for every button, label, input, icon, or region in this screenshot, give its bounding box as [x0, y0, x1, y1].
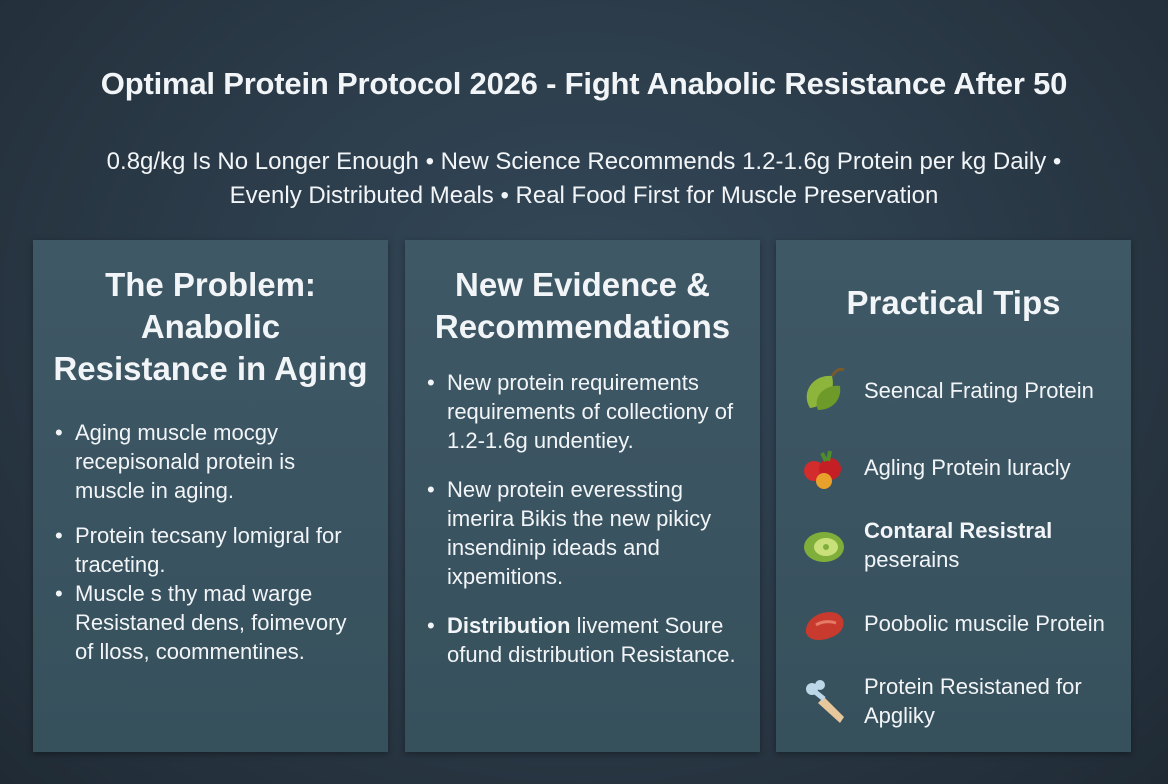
- tip-icon: [804, 532, 844, 562]
- subtitle: 0.8g/kg Is No Longer Enough • New Scienc…: [106, 148, 1062, 175]
- list: Aging muscle mocgy recepisonald protein …: [33, 418, 388, 666]
- bullet-text: Aging muscle mocgy recepisonald protein …: [75, 420, 296, 503]
- panel-heading: Practical Tips: [846, 284, 1061, 321]
- tip-text: Agling Protein luracly: [864, 453, 1114, 482]
- tip-bold: Contaral Resistral: [864, 518, 1053, 543]
- tip-label: Agling Protein luracly: [864, 454, 1071, 480]
- panel: New Evidence & Recommendations New protei…: [405, 240, 760, 752]
- panel: The Problem: Anabolic Resistance in Agin…: [33, 240, 388, 752]
- tip-icon: [806, 367, 845, 410]
- tip: Contaral Resistral peserains: [776, 516, 1131, 574]
- tip-label: Protein Resistaned for Apgliky: [864, 674, 1082, 728]
- bullet-text: Muscle s thy mad warge Resistaned dens, …: [75, 581, 347, 664]
- tip-text: Poobolic muscile Protein: [864, 609, 1114, 638]
- tip-text: Protein Resistaned for Apgliky: [864, 672, 1114, 730]
- bullet: Distribution livement Soure ofund distri…: [405, 611, 760, 669]
- title: Optimal Protein Protocol 2026 - Fight An…: [100, 66, 1068, 101]
- bullet: Aging muscle mocgy recepisonald protein …: [33, 418, 388, 505]
- bullet: New protein everessting imerira Bikis th…: [405, 475, 760, 591]
- tip: Agling Protein luracly: [776, 439, 1131, 495]
- bullet-text: New protein everessting imerira Bikis th…: [447, 477, 712, 589]
- bullet: Protein tecsany lomigral for traceting.: [33, 521, 388, 579]
- panel-heading: The Problem: Anabolic Resistance in Agin…: [53, 266, 368, 387]
- tip-text: Contaral Resistral peserains: [864, 516, 1114, 574]
- tip-icon: [804, 450, 841, 489]
- tip-label: Seencal Frating Protein: [864, 377, 1094, 403]
- bullet-text: New protein requirements requirements of…: [447, 370, 734, 453]
- bullet: New protein requirements requirements of…: [405, 368, 760, 455]
- tip-icon: [805, 612, 844, 640]
- tip: Seencal Frating Protein: [776, 362, 1131, 418]
- tip-icon: [806, 680, 844, 723]
- panel-heading: New Evidence & Recommendations: [434, 266, 731, 345]
- bullet-bold: Distribution: [447, 613, 571, 638]
- bullet: Muscle s thy mad warge Resistaned dens, …: [33, 579, 388, 666]
- tip: Protein Resistaned for Apgliky: [776, 672, 1131, 730]
- tip-text: Seencal Frating Protein: [864, 376, 1114, 405]
- list: New protein requirements requirements of…: [405, 368, 760, 669]
- tip-label: Poobolic muscile Protein: [864, 610, 1105, 636]
- tip: Poobolic muscile Protein: [776, 595, 1131, 651]
- subtitle: Evenly Distributed Meals • Real Food Fir…: [229, 182, 939, 209]
- panel: Practical Tips Seencal Frating Protein Agl…: [776, 240, 1131, 752]
- tip-label: peserains: [864, 547, 960, 572]
- bullet-text: livement Soure ofund distribution Resist…: [447, 613, 736, 667]
- bullet-text: Protein tecsany lomigral for traceting.: [75, 523, 342, 577]
